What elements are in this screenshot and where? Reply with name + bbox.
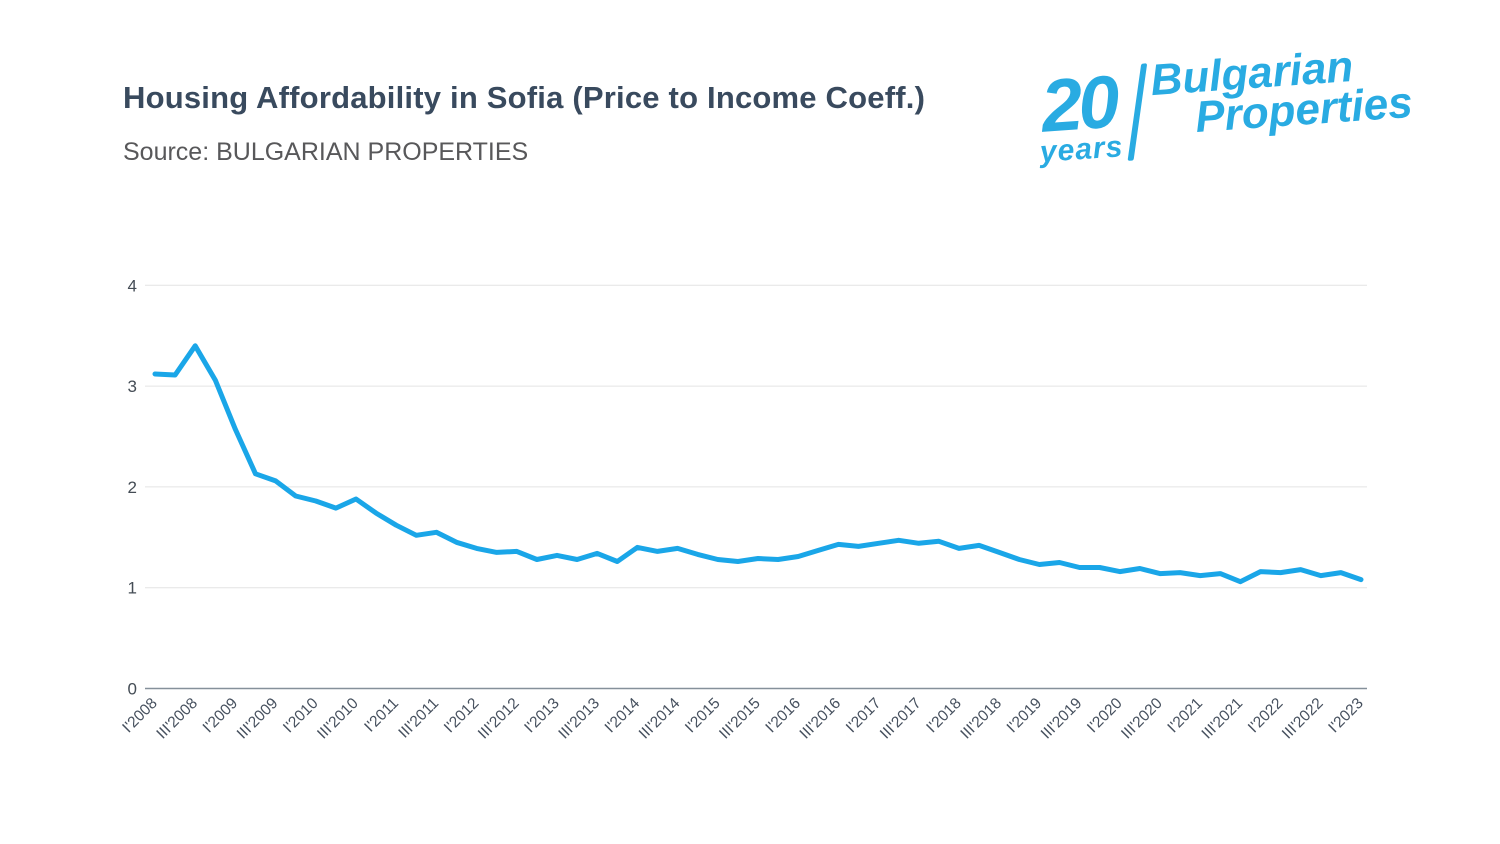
x-tick-label: III'2014 (636, 695, 684, 743)
x-tick-label: III'2022 (1279, 695, 1327, 743)
x-tick-label: III'2013 (555, 695, 603, 743)
x-tick-label: III'2008 (153, 695, 201, 743)
chart-header: Housing Affordability in Sofia (Price to… (123, 80, 925, 167)
x-tick-label: III'2021 (1199, 695, 1247, 743)
y-tick-label: 2 (128, 478, 137, 497)
x-tick-label: III'2010 (314, 695, 362, 743)
x-tick-label: III'2012 (475, 695, 523, 743)
x-axis-labels: I'2008III'2008I'2009III'2009I'2010III'20… (119, 695, 1367, 743)
y-axis-labels: 4 3 2 1 0 (128, 276, 137, 698)
source-label: Source: BULGARIAN PROPERTIES (123, 138, 529, 166)
page-title: Housing Affordability in Sofia (Price to… (123, 80, 926, 115)
x-tick-label: III'2019 (1038, 695, 1086, 743)
x-tick-label: III'2020 (1118, 695, 1166, 743)
x-tick-label: III'2009 (234, 695, 282, 743)
x-tick-label: I'2023 (1325, 695, 1367, 737)
x-tick-label: III'2015 (716, 695, 764, 743)
y-tick-label: 0 (128, 680, 137, 699)
x-tick-label: III'2017 (877, 695, 925, 743)
y-tick-label: 3 (128, 377, 137, 396)
x-tick-label: III'2018 (957, 695, 1005, 743)
x-tick-label: III'2011 (395, 695, 442, 742)
y-gridlines (145, 284, 1367, 690)
y-tick-label: 1 (128, 579, 137, 598)
x-tick-label: III'2016 (797, 695, 845, 743)
y-tick-label: 4 (128, 276, 137, 295)
price-to-income-trend-line (152, 343, 1364, 585)
